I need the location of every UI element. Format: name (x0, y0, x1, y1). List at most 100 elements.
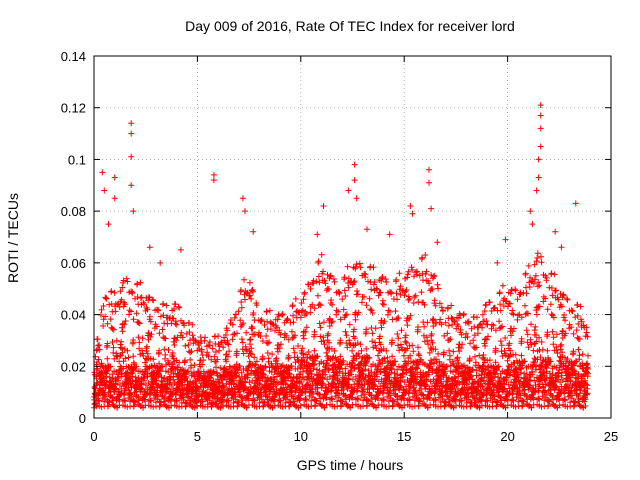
data-point (527, 274, 534, 281)
data-point (475, 372, 482, 379)
data-point-peak (210, 177, 217, 184)
data-point-peak (111, 195, 118, 202)
data-point (512, 287, 519, 294)
data-point (105, 402, 112, 409)
data-point (250, 396, 257, 403)
data-point (469, 366, 476, 373)
data-point (118, 345, 125, 352)
data-point (317, 302, 324, 309)
data-point (111, 355, 118, 362)
data-point-peak (353, 195, 360, 202)
data-point (161, 346, 168, 353)
data-point (188, 348, 195, 355)
data-point (395, 335, 402, 342)
data-point (550, 314, 557, 321)
data-point (533, 311, 540, 318)
data-point (225, 341, 232, 348)
data-point (196, 386, 203, 393)
data-point-peak (426, 179, 432, 186)
data-point (396, 270, 403, 277)
data-point (574, 301, 581, 308)
data-point (311, 361, 317, 368)
data-point (444, 388, 451, 395)
data-point (399, 374, 406, 380)
data-point (355, 309, 362, 316)
data-point (159, 363, 166, 370)
data-point-peak (364, 226, 370, 233)
data-point (383, 347, 390, 354)
data-point (149, 296, 156, 303)
data-point-peak (345, 187, 352, 194)
data-point (356, 353, 363, 360)
data-point (252, 331, 258, 338)
data-point (258, 318, 265, 325)
data-point (432, 346, 439, 353)
data-point (549, 292, 556, 299)
data-point (535, 395, 542, 402)
data-point (271, 396, 278, 403)
data-point (119, 284, 126, 291)
data-point (514, 296, 521, 303)
data-point (248, 351, 255, 358)
data-point (479, 324, 486, 331)
data-point (529, 394, 536, 401)
data-point (277, 331, 284, 338)
data-point (362, 360, 369, 367)
data-point-peak (351, 161, 358, 168)
data-point (337, 337, 344, 344)
data-point (542, 295, 549, 302)
data-point (418, 289, 425, 296)
data-point (137, 279, 144, 286)
data-point (156, 330, 163, 337)
data-point (111, 289, 118, 296)
data-point (457, 397, 464, 404)
data-point (266, 307, 273, 314)
data-point (553, 287, 559, 294)
data-point (179, 334, 186, 341)
data-point (95, 397, 102, 404)
data-point (522, 302, 528, 309)
data-point (300, 351, 307, 357)
data-point (550, 334, 557, 341)
data-point (114, 353, 121, 360)
data-point-peak (537, 125, 544, 132)
data-point-peak (426, 166, 432, 173)
data-point (260, 402, 267, 409)
data-point (524, 331, 531, 338)
data-point-peak (111, 174, 118, 181)
data-point (448, 302, 455, 309)
data-point (358, 347, 365, 354)
data-point (388, 366, 395, 373)
data-point (182, 342, 189, 349)
data-point (259, 353, 266, 360)
data-point (427, 395, 433, 402)
data-point (492, 371, 499, 378)
data-point (247, 336, 254, 343)
data-point (459, 363, 466, 370)
data-point (518, 365, 525, 372)
data-point (279, 311, 286, 317)
data-point (496, 289, 503, 296)
data-point (532, 382, 539, 388)
data-point (450, 348, 457, 355)
data-point (370, 264, 377, 271)
data-point (300, 296, 307, 303)
data-point (237, 287, 244, 294)
data-point (544, 329, 551, 336)
data-point (575, 320, 582, 327)
data-point (500, 303, 507, 309)
data-point-peak (537, 102, 544, 109)
data-point (538, 253, 544, 260)
data-point (415, 402, 422, 409)
data-point (186, 329, 193, 336)
data-point (266, 339, 273, 346)
data-point (497, 307, 504, 314)
data-point (564, 296, 571, 303)
data-point (495, 363, 502, 370)
data-point (277, 341, 284, 348)
data-point (565, 381, 571, 388)
data-point (168, 396, 175, 403)
data-point (420, 332, 427, 339)
data-point (263, 333, 270, 339)
data-point (519, 402, 526, 409)
